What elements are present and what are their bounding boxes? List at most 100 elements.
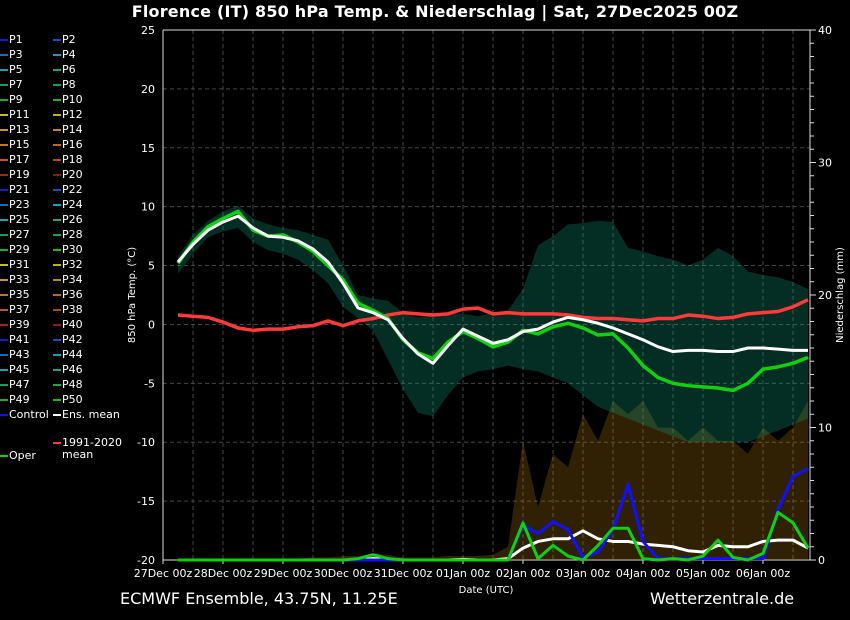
legend-label: P27 [9, 228, 30, 241]
legend-swatch [53, 144, 61, 146]
legend-item-p16: P16 [53, 138, 83, 151]
legend-label: P29 [9, 243, 30, 256]
y2-tick-label: 20 [818, 289, 832, 302]
legend-item-ens-mean: Ens. mean [53, 408, 120, 421]
legend-label: P24 [62, 198, 83, 211]
legend-swatch [0, 384, 8, 386]
legend-swatch [0, 399, 8, 401]
legend-swatch [0, 455, 8, 457]
legend-label: P49 [9, 393, 30, 406]
legend-label: P26 [62, 213, 83, 226]
legend-item-p19: P19 [0, 168, 30, 181]
legend-item-p33: P33 [0, 273, 30, 286]
x-axis-label: Date (UTC) [459, 585, 514, 596]
legend-swatch [53, 159, 61, 161]
legend-swatch [53, 114, 61, 116]
legend-item-p44: P44 [53, 348, 83, 361]
legend-swatch [0, 129, 8, 131]
legend-label: P14 [62, 123, 83, 136]
legend-label: P3 [9, 48, 23, 61]
y-tick-label: 5 [148, 260, 155, 273]
legend-label: Ens. mean [62, 408, 120, 421]
legend-item-p38: P38 [53, 303, 83, 316]
legend-item-p2: P2 [53, 33, 76, 46]
y2-tick-label: 0 [818, 554, 825, 567]
legend-swatch [53, 354, 61, 356]
legend-item-p15: P15 [0, 138, 30, 151]
legend-label: P13 [9, 123, 30, 136]
legend-item-p50: P50 [53, 393, 83, 406]
legend-item-p36: P36 [53, 288, 83, 301]
legend-label: P16 [62, 138, 83, 151]
x-tick-label: 06Jan 00z [736, 567, 790, 580]
legend-item-p23: P23 [0, 198, 30, 211]
legend-swatch [0, 294, 8, 296]
y2-tick-label: 10 [818, 422, 832, 435]
legend-swatch [53, 39, 61, 41]
legend-label: P20 [62, 168, 83, 181]
legend-label: P38 [62, 303, 83, 316]
footer-source: ECMWF Ensemble, 43.75N, 11.25E [120, 589, 398, 608]
x-tick-label: 02Jan 00z [496, 567, 550, 580]
legend-swatch [0, 189, 8, 191]
x-tick-label: 04Jan 00z [616, 567, 670, 580]
y-tick-label: 10 [141, 201, 155, 214]
legend-swatch [53, 384, 61, 386]
legend-label: P30 [62, 243, 83, 256]
legend-swatch [0, 369, 8, 371]
legend-label: P5 [9, 63, 23, 76]
legend-swatch [53, 264, 61, 266]
temp-members-envelope [178, 205, 808, 443]
legend-label: P19 [9, 168, 30, 181]
legend-item-p8: P8 [53, 78, 76, 91]
legend-item-p41: P41 [0, 333, 30, 346]
legend-item-p49: P49 [0, 393, 30, 406]
legend-label: P15 [9, 138, 30, 151]
legend-swatch [53, 442, 61, 444]
legend-item-p3: P3 [0, 48, 23, 61]
legend-label: P41 [9, 333, 30, 346]
legend-item-p12: P12 [53, 108, 83, 121]
y-axis-label: 850 hPa Temp. (°C) [127, 247, 138, 343]
legend-swatch [53, 234, 61, 236]
legend-item-p9: P9 [0, 93, 23, 106]
legend-item-p30: P30 [53, 243, 83, 256]
legend-swatch [0, 219, 8, 221]
legend-item-p35: P35 [0, 288, 30, 301]
legend-label: P35 [9, 288, 30, 301]
legend-swatch [0, 99, 8, 101]
legend-swatch [0, 84, 8, 86]
legend-label: P42 [62, 333, 83, 346]
legend-item-p27: P27 [0, 228, 30, 241]
legend-label: P40 [62, 318, 83, 331]
x-tick-label: 27Dec 00z [134, 567, 193, 580]
legend-label: P45 [9, 363, 30, 376]
precip-members-envelope [178, 401, 808, 560]
x-tick-label: 29Dec 00z [254, 567, 313, 580]
legend-label: P6 [62, 63, 76, 76]
y2-tick-label: 40 [818, 24, 832, 37]
legend-swatch [0, 144, 8, 146]
legend-label: P22 [62, 183, 83, 196]
legend-label-line2: mean [62, 448, 94, 461]
precip-oper-line [178, 510, 810, 562]
legend-item-p46: P46 [53, 363, 83, 376]
legend-item-p20: P20 [53, 168, 83, 181]
legend-label: P28 [62, 228, 83, 241]
legend-swatch [0, 339, 8, 341]
y-tick-label: -15 [137, 495, 155, 508]
legend-item-p5: P5 [0, 63, 23, 76]
temp-climate-mean-line [177, 298, 809, 333]
x-tick-label: 03Jan 00z [556, 567, 610, 580]
legend-item-p1: P1 [0, 33, 23, 46]
legend: P1 P2 P3 P4 P5 P6 P7 P8 P9 P10 P11 P12 P13 P14 P15 P16 P… [0, 0, 140, 470]
legend-item-p22: P22 [53, 183, 83, 196]
x-tick-label: 31Dec 00z [374, 567, 433, 580]
legend-swatch [53, 249, 61, 251]
legend-label: P7 [9, 78, 23, 91]
legend-item-control: Control [0, 408, 49, 421]
legend-label: P36 [62, 288, 83, 301]
legend-swatch [53, 369, 61, 371]
legend-item-p43: P43 [0, 348, 30, 361]
